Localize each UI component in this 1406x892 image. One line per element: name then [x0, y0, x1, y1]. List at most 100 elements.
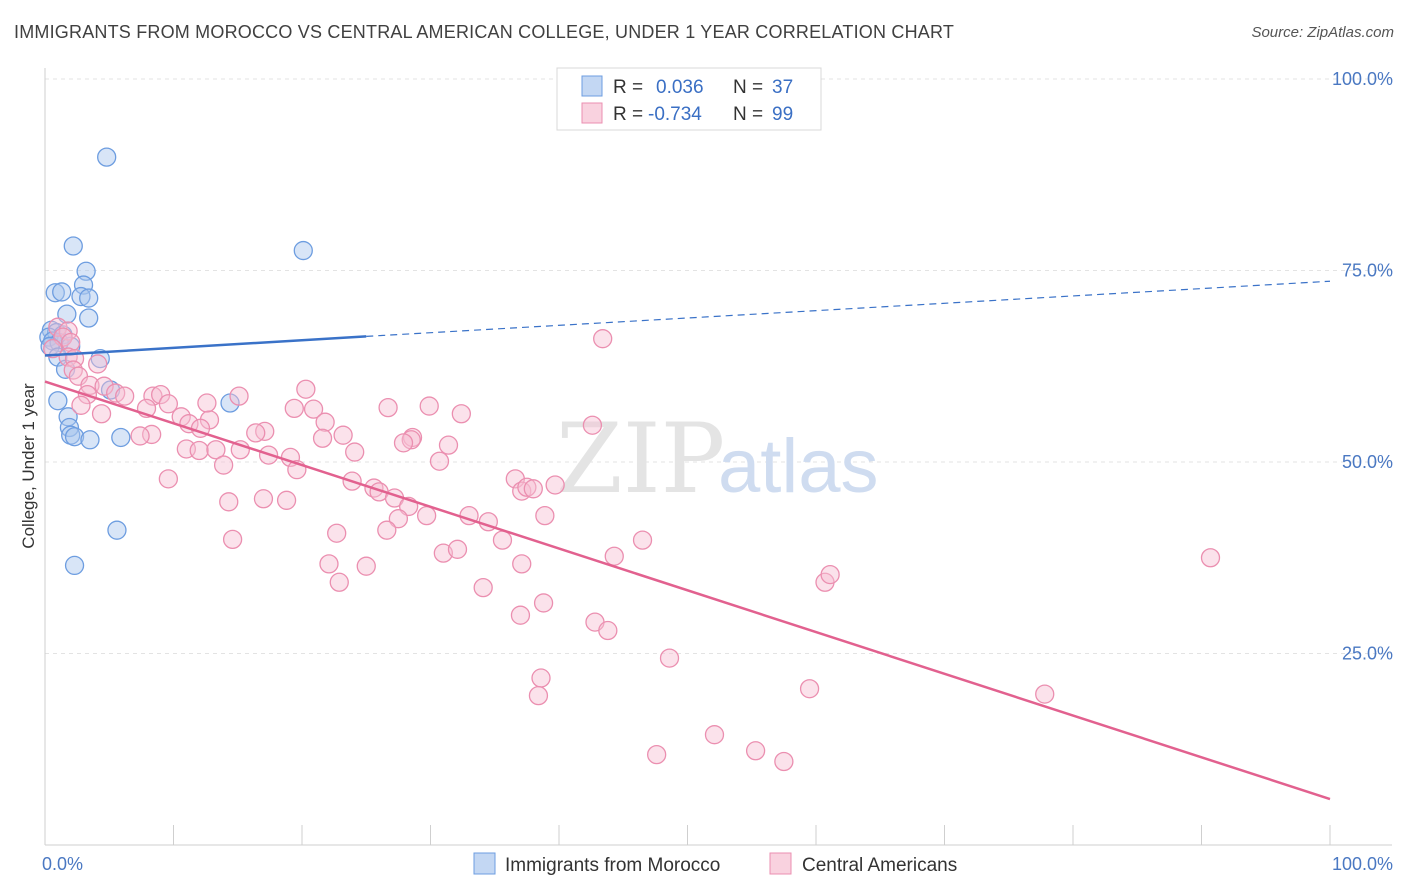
pink-point-62 [219, 492, 239, 512]
pink-point-50 [429, 451, 450, 471]
chart-source: Source: ZipAtlas.com [1251, 24, 1394, 41]
pink-point-19 [91, 404, 112, 424]
pink-point-99 [1035, 684, 1055, 704]
gridlines [45, 78, 1392, 654]
legend-swatch-pink [581, 102, 603, 124]
pink-point-88 [510, 605, 531, 625]
blue-point-1 [293, 240, 313, 261]
pink-point-85 [356, 556, 376, 576]
y-tick-label-3: 100.0% [1332, 69, 1393, 89]
pink-point-79 [433, 543, 454, 563]
pink-point-94 [1200, 548, 1221, 568]
blue-point-0 [97, 147, 117, 167]
legend-n-label-blue: N = [733, 77, 763, 98]
pink-point-63 [253, 489, 274, 509]
blue-point-6 [52, 282, 72, 302]
blue-point-7 [71, 286, 91, 307]
pink-point-67 [517, 477, 537, 497]
chart-title: IMMIGRANTS FROM MOROCCO VS CENTRAL AMERI… [14, 22, 955, 42]
pink-point-45 [345, 442, 365, 462]
legend-swatch-blue [581, 75, 603, 97]
pink-point-97 [528, 685, 549, 706]
pink-point-53 [451, 404, 471, 424]
pink-point-7 [88, 354, 108, 374]
pink-point-64 [276, 490, 297, 510]
pink-point-23 [229, 386, 249, 406]
y-tick-label-2: 75.0% [1342, 261, 1393, 281]
pink-point-98 [799, 679, 820, 699]
pink-point-26 [284, 398, 304, 419]
pink-point-101 [745, 741, 766, 761]
pink-point-78 [492, 530, 513, 550]
pink-point-39 [206, 440, 226, 460]
pink-point-15 [143, 386, 163, 406]
pink-point-74 [377, 520, 397, 540]
pink-trend-line [44, 380, 1331, 801]
pink-point-18 [71, 395, 91, 415]
blue-point-28 [64, 427, 85, 447]
pink-point-55 [593, 329, 613, 349]
pink-point-1 [58, 321, 78, 341]
pink-point-81 [512, 554, 532, 574]
trend-lines [44, 280, 1331, 801]
pink-point-33 [179, 414, 199, 434]
pink-point-100 [704, 725, 725, 745]
pink-point-75 [327, 523, 347, 543]
pink-point-71 [416, 505, 437, 526]
pink-point-68 [523, 479, 543, 499]
pink-point-52 [419, 396, 439, 416]
pink-point-48 [393, 433, 414, 453]
pink-point-43 [213, 455, 234, 475]
pink-point-4 [43, 338, 63, 359]
blue-point-23 [48, 391, 68, 411]
y-tick-label-0: 25.0% [1342, 644, 1393, 664]
pink-point-27 [303, 399, 324, 419]
blue-point-8 [79, 288, 99, 308]
y-tick-label-1: 50.0% [1342, 452, 1393, 472]
legend-r-value-pink: -0.734 [648, 104, 702, 125]
pink-point-36 [130, 426, 150, 446]
pink-point-51 [378, 397, 398, 418]
pink-point-83 [632, 530, 653, 550]
pink-point-0 [48, 317, 68, 337]
bottom-legend-label-pink: Central Americans [802, 855, 957, 876]
pink-point-32 [312, 428, 333, 448]
blue-point-10 [79, 308, 99, 328]
pink-point-84 [319, 554, 339, 574]
blue-point-30 [111, 427, 131, 448]
pink-point-86 [329, 572, 349, 592]
x-tick-labels: 0.0% 100.0% [42, 854, 1393, 874]
legend-n-label-pink: N = [733, 104, 763, 125]
pink-point-25 [296, 379, 316, 399]
watermark: ZIP atlas [556, 403, 879, 515]
pink-point-54 [582, 415, 603, 435]
pink-point-56 [158, 469, 179, 489]
blue-trend-line-solid [44, 335, 367, 357]
bottom-legend-swatch-pink [769, 852, 792, 875]
legend-n-value-pink: 99 [772, 104, 793, 125]
pink-point-20 [158, 394, 179, 414]
legend: R = 0.036 N = 37 R = -0.734 N = 99 [556, 67, 822, 131]
blue-trend-line-dashed [366, 280, 1331, 337]
pink-point-49 [438, 435, 459, 455]
pink-point-24 [197, 393, 217, 413]
bottom-legend: Immigrants from Morocco Central American… [473, 852, 957, 876]
blue-point-29 [80, 430, 100, 450]
pink-point-80 [447, 539, 468, 559]
x-tick-label-1: 100.0% [1332, 854, 1393, 874]
watermark-atlas: atlas [718, 424, 879, 509]
pink-point-93 [820, 564, 840, 585]
blue-point-5 [45, 283, 65, 303]
legend-r-label-blue: R = [613, 77, 643, 98]
pink-point-31 [333, 425, 353, 445]
pink-point-95 [659, 648, 680, 668]
blue-point-31 [107, 520, 127, 540]
pink-point-89 [533, 593, 554, 613]
pink-point-29 [246, 423, 266, 443]
y-tick-labels: 25.0% 50.0% 75.0% 100.0% [1332, 69, 1393, 664]
pink-point-11 [94, 376, 114, 396]
bottom-legend-label-blue: Immigrants from Morocco [505, 855, 720, 876]
axes [44, 68, 1392, 846]
legend-r-value-blue: 0.036 [656, 77, 704, 98]
